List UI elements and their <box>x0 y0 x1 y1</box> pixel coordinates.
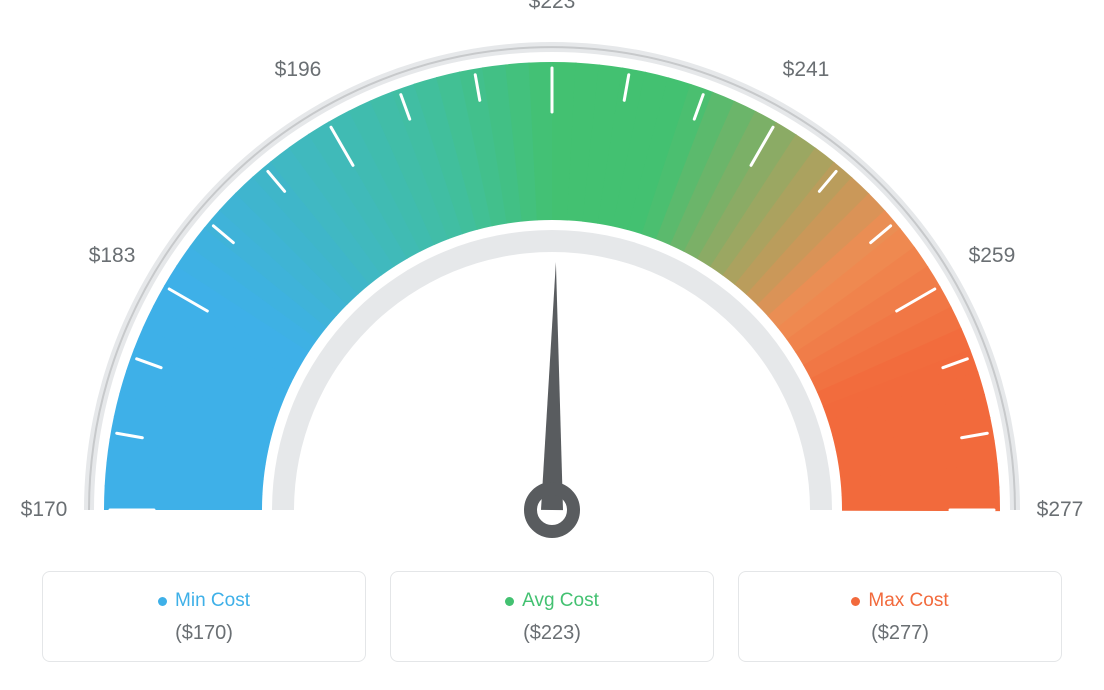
gauge-tick-label: $259 <box>969 244 1016 268</box>
gauge-svg <box>0 0 1104 560</box>
legend-value-avg: ($223) <box>401 622 703 645</box>
legend-value-min: ($170) <box>53 622 355 645</box>
gauge-tick-label: $223 <box>529 0 576 14</box>
legend-dot-min <box>158 597 167 606</box>
gauge-tick-label: $170 <box>21 498 68 522</box>
legend-label-min: Min Cost <box>175 590 250 612</box>
legend-label-avg: Avg Cost <box>522 590 599 612</box>
legend-row: Min Cost ($170) Avg Cost ($223) Max Cost… <box>42 571 1062 662</box>
gauge-tick-label: $183 <box>89 244 136 268</box>
legend-dot-max <box>851 597 860 606</box>
legend-card-max: Max Cost ($277) <box>738 571 1062 662</box>
gauge-tick-label: $241 <box>783 58 830 82</box>
gauge-chart: $170 $183 $196 $223 $241 $259 $277 <box>0 0 1104 560</box>
legend-dot-avg <box>505 597 514 606</box>
legend-label-max: Max Cost <box>868 590 948 612</box>
legend-card-avg: Avg Cost ($223) <box>390 571 714 662</box>
gauge-tick-label: $196 <box>275 58 322 82</box>
legend-card-min: Min Cost ($170) <box>42 571 366 662</box>
legend-value-max: ($277) <box>749 622 1051 645</box>
gauge-tick-label: $277 <box>1037 498 1084 522</box>
